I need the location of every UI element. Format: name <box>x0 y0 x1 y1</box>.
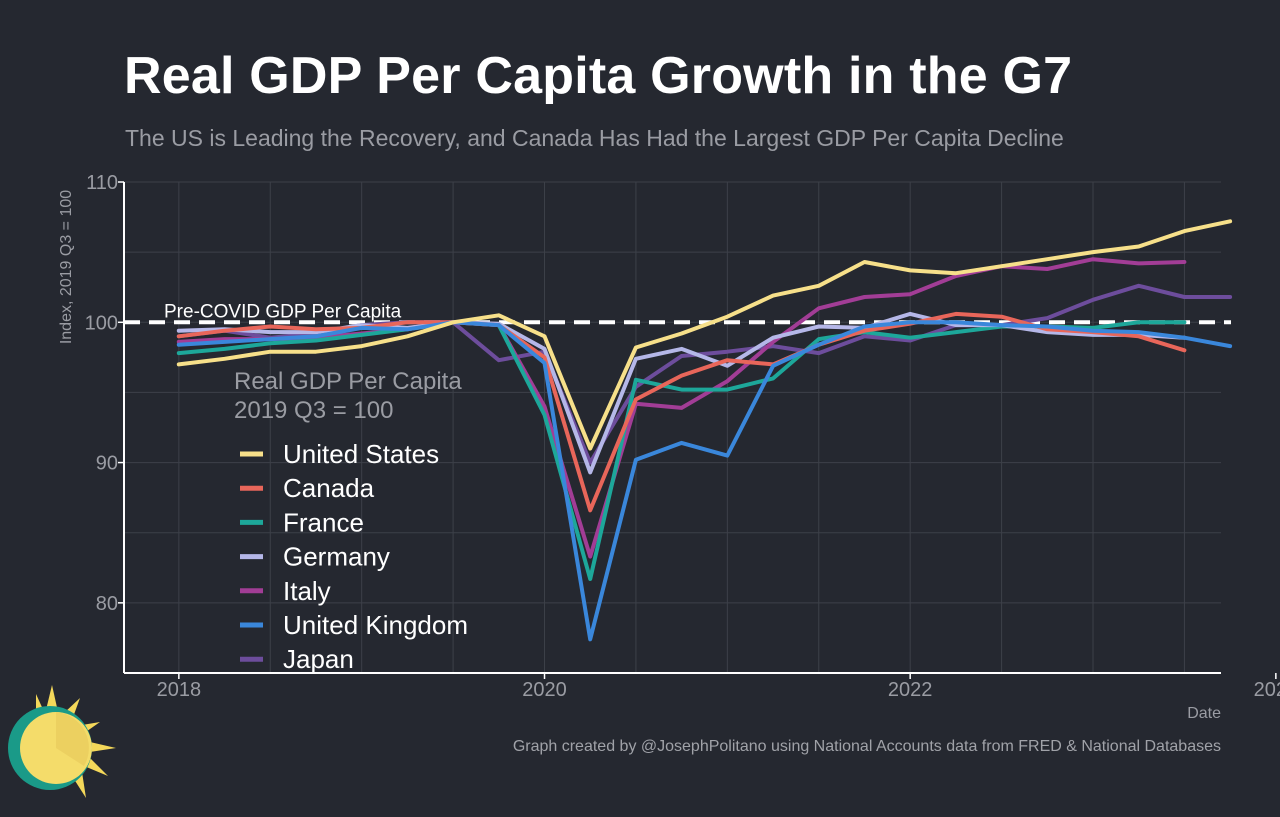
sun-logo-icon <box>8 685 116 798</box>
x-tick-label: 2018 <box>157 679 202 701</box>
series-lines <box>176 219 1233 642</box>
source-credit: Graph created by @JosephPolitano using N… <box>512 738 1221 755</box>
reference-line-group: Pre-COVID GDP Per Capita <box>124 301 1231 325</box>
legend-label: United States <box>283 439 439 469</box>
chart-title: Real GDP Per Capita Growth in the G7 <box>124 47 1073 105</box>
reference-line-label: Pre-COVID GDP Per Capita <box>164 301 402 322</box>
legend-label: United Kingdom <box>283 610 468 640</box>
legend-label: Japan <box>283 644 354 674</box>
legend-label: Germany <box>283 542 390 572</box>
axes: 80 90 100 110 2018 2020 2022 2024 Date Index, 201… <box>58 172 1280 722</box>
legend-title: Real GDP Per Capita <box>234 368 462 395</box>
y-tick-label: 80 <box>96 593 118 615</box>
y-tick-label: 90 <box>96 453 118 475</box>
legend-title: 2019 Q3 = 100 <box>234 397 393 424</box>
y-tick-label: 110 <box>86 172 118 194</box>
x-tick-label: 2024 <box>1254 679 1280 701</box>
x-tick-label: 2020 <box>522 679 567 701</box>
y-tick-label: 100 <box>85 312 118 334</box>
x-tick-label: 2022 <box>888 679 933 701</box>
legend-label: France <box>283 507 364 537</box>
series-line-united-kingdom <box>176 320 1233 642</box>
chart-subtitle: The US is Leading the Recovery, and Cana… <box>125 125 1064 151</box>
x-axis-label: Date <box>1187 705 1221 722</box>
series-line-united-states <box>176 219 1233 451</box>
legend-label: Italy <box>283 576 331 606</box>
legend-label: Canada <box>283 473 375 503</box>
y-axis-label: Index, 2019 Q3 = 100 <box>58 190 75 344</box>
series-line-canada <box>176 311 1187 513</box>
